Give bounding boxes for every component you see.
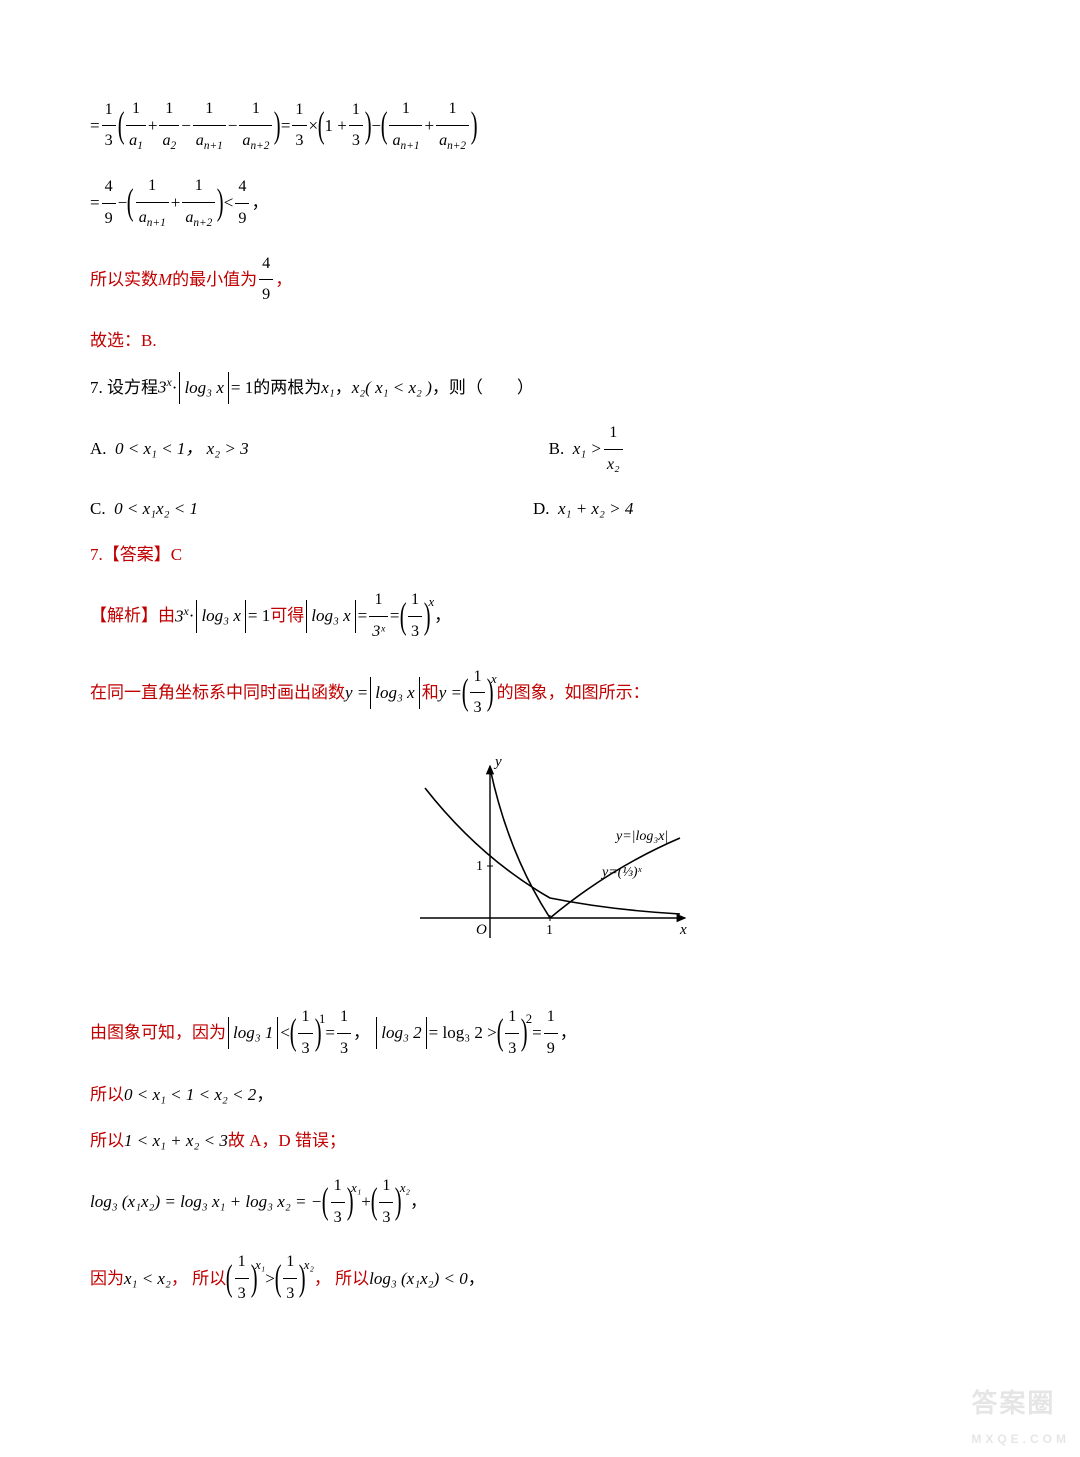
option-B: B. x₁ > 1x₂ xyxy=(549,418,625,480)
option-C: C. 0 < x₁x₂ < 1 xyxy=(90,493,198,525)
curve-exp xyxy=(425,788,680,914)
graph-svg: y x O 1 1 y=|log₃x| y=(⅓)ˣ xyxy=(380,748,700,968)
graph-container: y x O 1 1 y=|log₃x| y=(⅓)ˣ xyxy=(90,738,990,988)
explain-7-line1: 【解析】由 3x · log₃ x = 1 可得 log₃ x = 13ˣ = … xyxy=(90,585,990,647)
svg-text:O: O xyxy=(476,922,487,938)
plot-intro: 在同一直角坐标系中同时画出函数 y = log₃ x 和 y = ( 13 ) … xyxy=(90,662,990,724)
svg-text:y: y xyxy=(493,754,502,770)
options-row-2: C. 0 < x₁x₂ < 1 D. x₁ + x₂ > 4 xyxy=(90,493,990,525)
lparen: ( xyxy=(117,109,124,143)
since-x1-lt-x2: 因为 x₁ < x₂ ， 所以 ( 13 ) x₁ > ( 13 ) x₂ ， … xyxy=(90,1247,990,1309)
conclusion-M: 所以实数 M 的最小值为 49 ， xyxy=(90,249,990,311)
svg-text:y=|log₃x|: y=|log₃x| xyxy=(614,829,668,844)
answer-B: 故选：B. xyxy=(90,325,990,357)
watermark: 答案圈 MXQE.COM xyxy=(971,1379,1070,1451)
frac-4-9: 49 xyxy=(102,172,116,234)
frac-1-3b: 13 xyxy=(292,95,306,157)
svg-text:x: x xyxy=(679,922,687,938)
equation-line-1: = 1 3 ( 1a1 + 1a2 − 1an+1 − 1an+2 ) = 13… xyxy=(90,94,990,157)
rparen: ) xyxy=(274,109,281,143)
option-A: A. 0 < x₁ < 1， x₂ > 3 xyxy=(90,418,249,480)
options-row-1: A. 0 < x₁ < 1， x₂ > 3 B. x₁ > 1x₂ xyxy=(90,418,990,480)
svg-text:1: 1 xyxy=(476,859,483,874)
so-range2: 所以 1 < x₁ + x₂ < 3 故 A，D 错误； xyxy=(90,1125,990,1157)
frac-1-a2: 1a2 xyxy=(159,94,179,157)
eq-sign: = xyxy=(90,110,100,142)
svg-text:1: 1 xyxy=(546,923,553,938)
q7-stem: 7. 设方程 3x · log₃ x = 1 的两根为 x₁， x₂ ( x₁ … xyxy=(90,371,990,404)
equation-line-2: = 49 − ( 1an+1 + 1an+2 ) < 49 ， xyxy=(90,171,990,234)
option-D: D. x₁ + x₂ > 4 xyxy=(533,493,633,525)
eq-sign: = xyxy=(281,110,291,142)
log-product-line: log₃ (x₁x₂) = log₃ x₁ + log₃ x₂ = − ( 13… xyxy=(90,1171,990,1233)
so-range1: 所以 0 < x₁ < 1 < x₂ < 2 ， xyxy=(90,1079,990,1111)
frac-1-a1: 1a1 xyxy=(126,94,146,157)
from-graph-line: 由图象可知，因为 log₃ 1 < ( 13 ) 1 = 13 ， log₃ 2… xyxy=(90,1002,990,1064)
answer-7: 7.【答案】C xyxy=(90,539,990,571)
frac-1-an1: 1an+1 xyxy=(193,94,226,157)
svg-text:y=(⅓)ˣ: y=(⅓)ˣ xyxy=(600,865,642,880)
frac-1-3: 1 3 xyxy=(102,95,116,157)
frac-1-an2: 1an+2 xyxy=(239,94,272,157)
